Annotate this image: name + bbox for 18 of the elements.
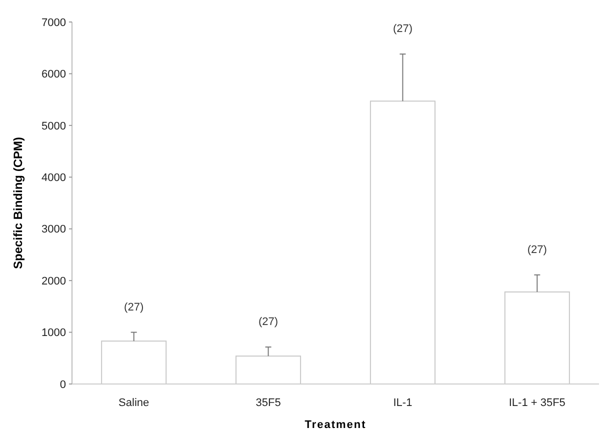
annotation: (27) bbox=[392, 23, 412, 36]
x-tick-label: 35F5 bbox=[256, 397, 281, 409]
y-tick-label: 0 bbox=[60, 378, 66, 391]
y-tick-label: 6000 bbox=[42, 68, 66, 81]
x-tick-label: IL-1 + 35F5 bbox=[508, 397, 566, 409]
y-tick-label: 4000 bbox=[42, 172, 66, 184]
y-tick-label: 3000 bbox=[42, 224, 66, 236]
y-tick-label: 2000 bbox=[42, 275, 66, 288]
x-tick-label: Saline bbox=[118, 397, 150, 409]
annotation: (27) bbox=[527, 244, 547, 256]
x-axis-title: Treatment bbox=[304, 419, 366, 431]
y-tick-label: 7000 bbox=[42, 16, 66, 29]
annotation: (27) bbox=[258, 316, 278, 328]
annotation: (27) bbox=[124, 301, 144, 314]
y-tick-label: 1000 bbox=[42, 327, 66, 340]
y-tick-label: 5000 bbox=[42, 120, 66, 132]
x-tick-label: IL-1 bbox=[393, 397, 412, 409]
y-axis-title: Specific Binding (CPM) bbox=[11, 136, 25, 269]
